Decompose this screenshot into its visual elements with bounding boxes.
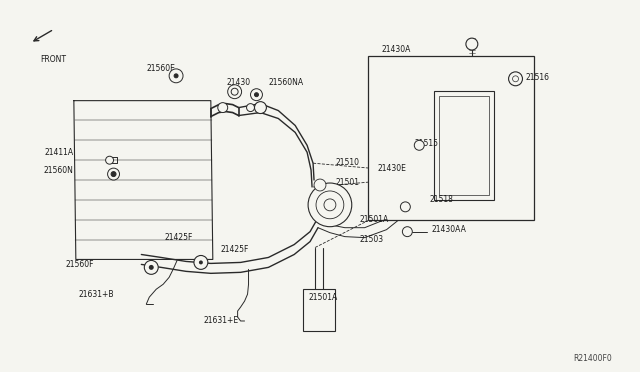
Circle shape [324, 199, 336, 211]
Text: 21411A: 21411A [45, 148, 74, 157]
Text: 21560F: 21560F [65, 260, 93, 269]
Text: 21430: 21430 [227, 78, 251, 87]
Circle shape [111, 171, 116, 177]
Circle shape [255, 102, 266, 113]
Circle shape [218, 103, 228, 113]
Circle shape [111, 171, 116, 177]
Circle shape [106, 156, 113, 164]
Circle shape [316, 191, 344, 219]
Circle shape [308, 183, 352, 227]
Text: 21430E: 21430E [378, 164, 406, 173]
Circle shape [314, 179, 326, 191]
Circle shape [466, 38, 478, 50]
Circle shape [169, 69, 183, 83]
Bar [367, 56, 534, 220]
Text: 21560E: 21560E [147, 64, 175, 73]
Text: 21515: 21515 [414, 139, 438, 148]
Bar [303, 289, 335, 331]
Circle shape [509, 72, 522, 86]
Text: 21518: 21518 [429, 195, 453, 204]
Text: 21560NA: 21560NA [268, 78, 303, 87]
Circle shape [108, 168, 120, 180]
Text: 21510: 21510 [336, 158, 360, 167]
Circle shape [145, 260, 158, 274]
Text: 21560N: 21560N [44, 166, 74, 174]
Text: 21430A: 21430A [382, 45, 412, 54]
Circle shape [174, 74, 178, 78]
Circle shape [246, 104, 255, 112]
Text: 21501A: 21501A [360, 215, 389, 224]
Text: 21501: 21501 [336, 177, 360, 186]
Text: 21631+B: 21631+B [78, 290, 113, 299]
Circle shape [414, 140, 424, 150]
Text: 21503: 21503 [360, 235, 384, 244]
Circle shape [250, 89, 262, 101]
Bar [434, 91, 493, 200]
Circle shape [513, 76, 518, 82]
Text: R21400F0: R21400F0 [573, 354, 612, 363]
Circle shape [148, 265, 154, 270]
Circle shape [228, 85, 241, 99]
Bar [439, 96, 489, 195]
Circle shape [194, 256, 208, 269]
Text: 21425F: 21425F [164, 233, 193, 242]
Text: 21631+E: 21631+E [203, 317, 238, 326]
Text: FRONT: FRONT [40, 55, 66, 64]
Text: 21516: 21516 [525, 73, 550, 82]
Text: 21425F: 21425F [221, 245, 249, 254]
Circle shape [231, 88, 238, 95]
Circle shape [403, 227, 412, 237]
Circle shape [199, 260, 203, 264]
Circle shape [401, 202, 410, 212]
Circle shape [255, 93, 259, 97]
Text: 21501A: 21501A [308, 293, 337, 302]
Text: 21430AA: 21430AA [431, 225, 466, 234]
